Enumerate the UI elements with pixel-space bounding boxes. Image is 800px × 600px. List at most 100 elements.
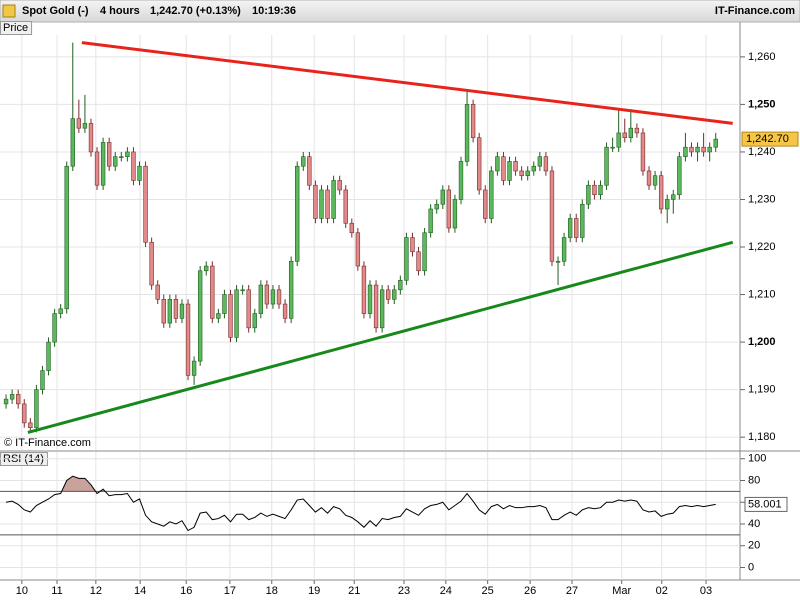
candle-body — [574, 218, 579, 238]
candle-body — [355, 232, 361, 267]
candle-body — [204, 265, 209, 272]
candle-body — [282, 303, 288, 319]
y-tick-label: 1,190 — [748, 384, 776, 396]
trendline — [27, 240, 734, 434]
x-tick-label: 27 — [566, 585, 578, 597]
candle-body — [52, 313, 57, 343]
candle-body — [373, 284, 379, 329]
candle-body — [28, 422, 33, 428]
candle-body — [22, 403, 27, 424]
candle-body — [58, 308, 63, 314]
candle-body — [210, 265, 215, 319]
x-tick-label: 21 — [348, 585, 360, 597]
candle-body — [640, 132, 646, 172]
candle-body — [191, 360, 197, 376]
brand: IT-Finance.com — [715, 5, 795, 17]
candle-body — [173, 299, 179, 319]
candle-body — [179, 303, 185, 319]
x-tick-label: 11 — [51, 585, 62, 597]
candle-body — [82, 123, 88, 129]
candle-body — [246, 289, 251, 329]
candle-body — [76, 118, 82, 129]
candle-body — [470, 104, 476, 138]
overbought-fill — [61, 476, 106, 492]
y-tick-label: 1,260 — [748, 51, 776, 63]
candle-body — [343, 189, 348, 224]
watermark: © IT-Finance.com — [4, 437, 91, 449]
candle-body — [325, 189, 330, 219]
y-tick-label: 100 — [748, 453, 766, 465]
candle-body — [634, 127, 640, 134]
candle-body — [185, 303, 191, 376]
candle-body — [646, 170, 652, 186]
candle-body — [46, 341, 51, 371]
candle-body — [64, 165, 69, 310]
candle-body — [483, 189, 488, 219]
rsi-line — [5, 475, 716, 532]
candle-body — [222, 294, 227, 314]
x-tick-label: Mar — [612, 585, 631, 597]
candle-body — [301, 156, 306, 167]
x-tick-label: 14 — [134, 585, 146, 597]
candle-body — [240, 289, 245, 292]
candle-body — [94, 151, 100, 186]
candle-body — [501, 156, 506, 181]
candle-body — [16, 394, 21, 405]
candle-body — [216, 313, 221, 319]
x-tick-label: 24 — [440, 585, 452, 597]
instrument: Spot Gold (-) — [22, 5, 89, 17]
candle-body — [361, 265, 367, 314]
candle-body — [349, 222, 354, 234]
y-tick-label: 20 — [748, 540, 760, 552]
candle-body — [610, 146, 615, 149]
candle-body — [131, 151, 136, 181]
candle-body — [598, 184, 603, 196]
candle-body — [665, 199, 670, 210]
quote: 1,242.70 (+0.13%) — [150, 5, 241, 17]
x-tick-label: 26 — [524, 585, 536, 597]
candle-body — [337, 180, 342, 191]
last-value-label: 58.001 — [748, 498, 782, 510]
candle-body — [537, 156, 543, 167]
candle-body — [561, 237, 567, 262]
candle-body — [422, 232, 427, 272]
candle-body — [489, 170, 494, 219]
x-tick-label: 17 — [224, 585, 236, 597]
candle-body — [440, 189, 445, 205]
candle-body — [458, 161, 464, 200]
candle-body — [313, 184, 318, 219]
candle-body — [701, 146, 706, 153]
header-bar — [0, 0, 800, 23]
candle-body — [143, 165, 148, 243]
candle-body — [379, 289, 385, 329]
candle-body — [592, 184, 597, 196]
y-tick-label: 1,230 — [748, 193, 776, 205]
candle-body — [525, 170, 530, 177]
x-tick-label: 10 — [16, 585, 28, 597]
y-tick-label: 1,220 — [748, 241, 776, 253]
candle-body — [9, 394, 15, 400]
candle-body — [113, 156, 118, 167]
candle-body — [331, 180, 336, 219]
candle-body — [410, 237, 415, 253]
candle-body — [652, 175, 658, 186]
candle-body — [386, 289, 391, 300]
candle-body — [416, 251, 421, 272]
candle-body — [276, 289, 282, 305]
candle-body — [40, 370, 45, 390]
panel-label: Price — [3, 22, 28, 34]
candle-body — [586, 184, 591, 205]
x-tick-label: 12 — [90, 585, 102, 597]
y-tick-label: 80 — [748, 474, 760, 486]
candle-body — [622, 132, 627, 138]
candle-body — [567, 218, 573, 238]
candle-body — [319, 189, 324, 219]
candle-body — [707, 146, 712, 153]
candle-body — [513, 161, 518, 172]
y-tick-label: 1,210 — [748, 288, 776, 300]
candle-body — [155, 284, 160, 300]
y-tick-label: 40 — [748, 518, 760, 530]
candle-body — [604, 146, 609, 186]
